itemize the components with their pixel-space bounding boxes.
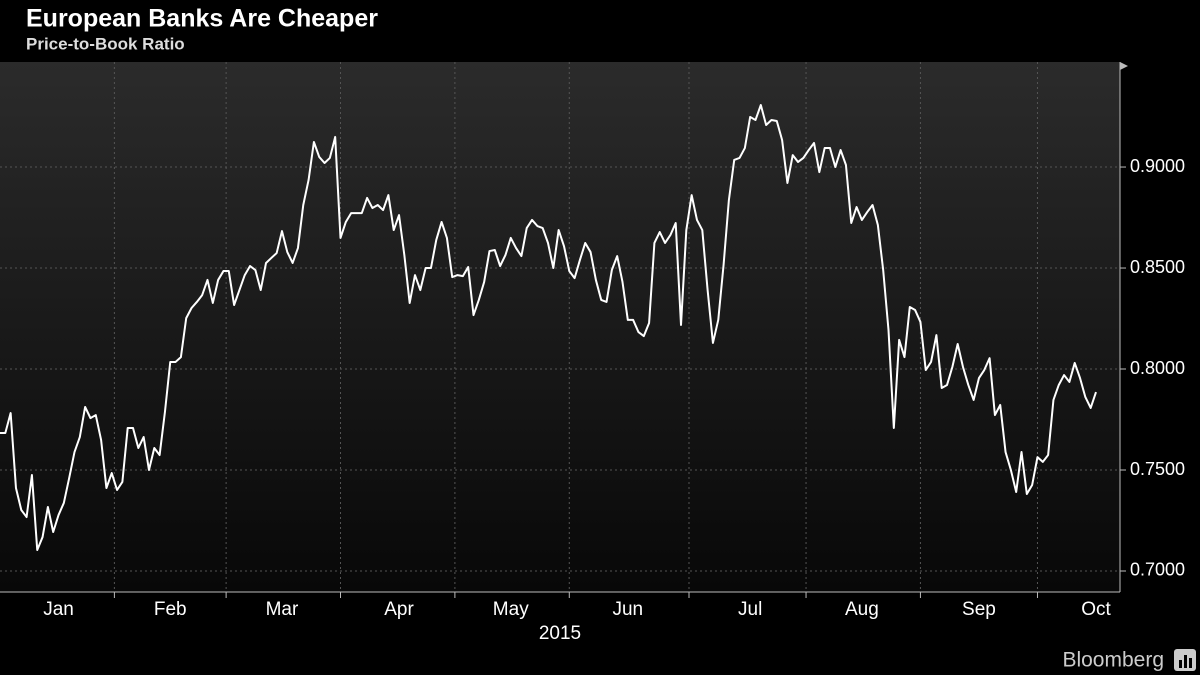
plot-area [0, 62, 1120, 592]
y-tick-label: 0.8500 [1130, 257, 1185, 277]
y-tick-label: 0.8000 [1130, 358, 1185, 378]
x-tick-label: Mar [266, 599, 299, 620]
x-tick-label: Apr [384, 599, 414, 620]
x-tick-label: Sep [962, 599, 996, 620]
chart-title: European Banks Are Cheaper [26, 5, 378, 33]
x-tick-label: Jan [43, 599, 74, 620]
axis-arrow [1120, 62, 1128, 70]
x-axis-label: 2015 [539, 623, 581, 644]
data-line [0, 104, 1097, 551]
x-tick-label: Jun [612, 599, 643, 620]
y-tick-label: 0.9000 [1130, 156, 1185, 176]
x-tick-label: Aug [845, 599, 879, 620]
y-tick-label: 0.7000 [1130, 560, 1185, 580]
x-tick-label: Feb [154, 599, 187, 620]
brand-icon [1174, 649, 1196, 671]
x-tick-label: May [493, 599, 529, 620]
x-tick-label: Jul [738, 599, 762, 620]
x-tick-label: Oct [1081, 599, 1111, 620]
source-label: Bloomberg [1062, 649, 1164, 672]
y-tick-label: 0.7500 [1130, 459, 1185, 479]
chart-subtitle: Price-to-Book Ratio [26, 34, 185, 53]
